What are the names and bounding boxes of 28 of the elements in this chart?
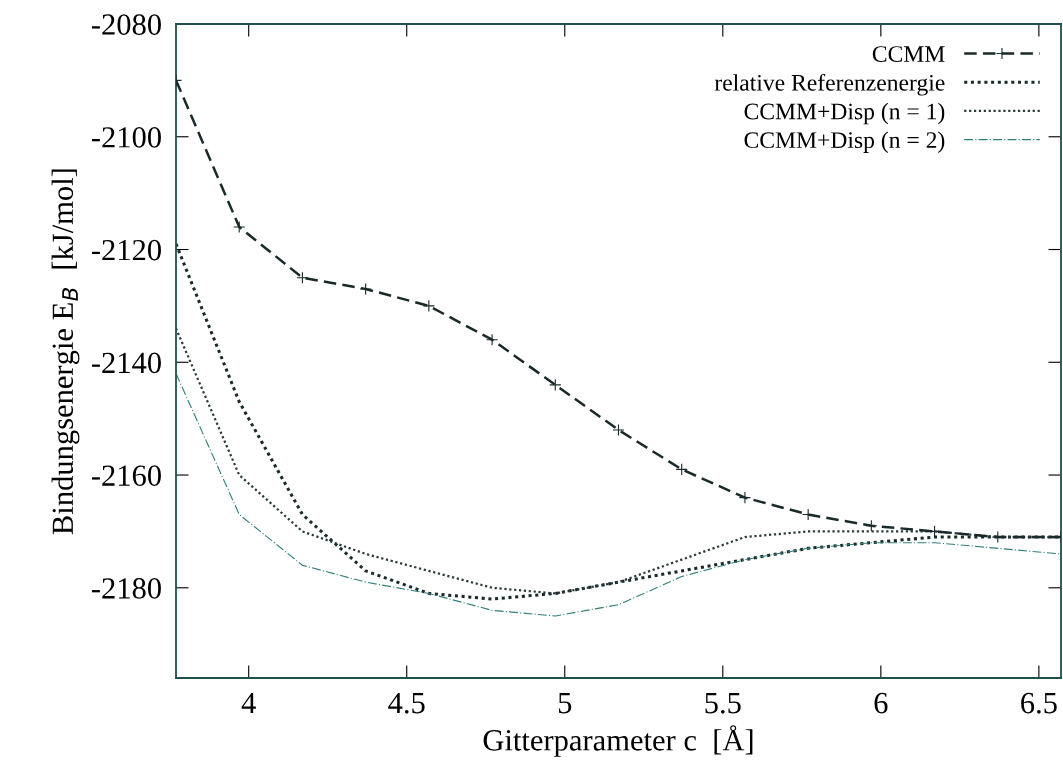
point [612, 423, 625, 437]
y-tick-label: -2180 [91, 578, 161, 599]
x-tick-label: 4.5 [388, 692, 425, 714]
point [485, 333, 499, 346]
y-tick-label: -2140 [91, 352, 161, 374]
legend-label: CCMM+Disp (n = 2) [744, 131, 945, 153]
point [549, 378, 562, 391]
x-tick-label: 4 [241, 692, 256, 714]
point [359, 282, 372, 296]
y-tick-label: -2160 [91, 465, 161, 486]
x-tick-label: 6.5 [1021, 692, 1057, 714]
legend-label: relative Referenzenergie [714, 73, 945, 96]
y-tick-label: -2080 [91, 14, 161, 35]
legend-label: CCMM [872, 46, 945, 63]
line-series [176, 372, 1061, 617]
y-tick-label: -2120 [91, 239, 161, 261]
x-tick-label: 5 [558, 693, 572, 714]
point [738, 491, 752, 504]
y-axis-title: Bindungsenergie E$_{B}$ [kJ/mol] [51, 169, 80, 535]
point [233, 220, 246, 234]
point [675, 463, 688, 476]
x-axis-title: Gitterparameter c [Å] [483, 725, 753, 757]
x-tick-label: 6 [874, 692, 888, 714]
legend-label: CCMM+Disp (n = 1) [744, 102, 945, 125]
y-tick-label: -2100 [91, 127, 161, 148]
point [296, 271, 309, 284]
point [422, 299, 435, 313]
x-tick-label: 5.5 [705, 693, 741, 714]
